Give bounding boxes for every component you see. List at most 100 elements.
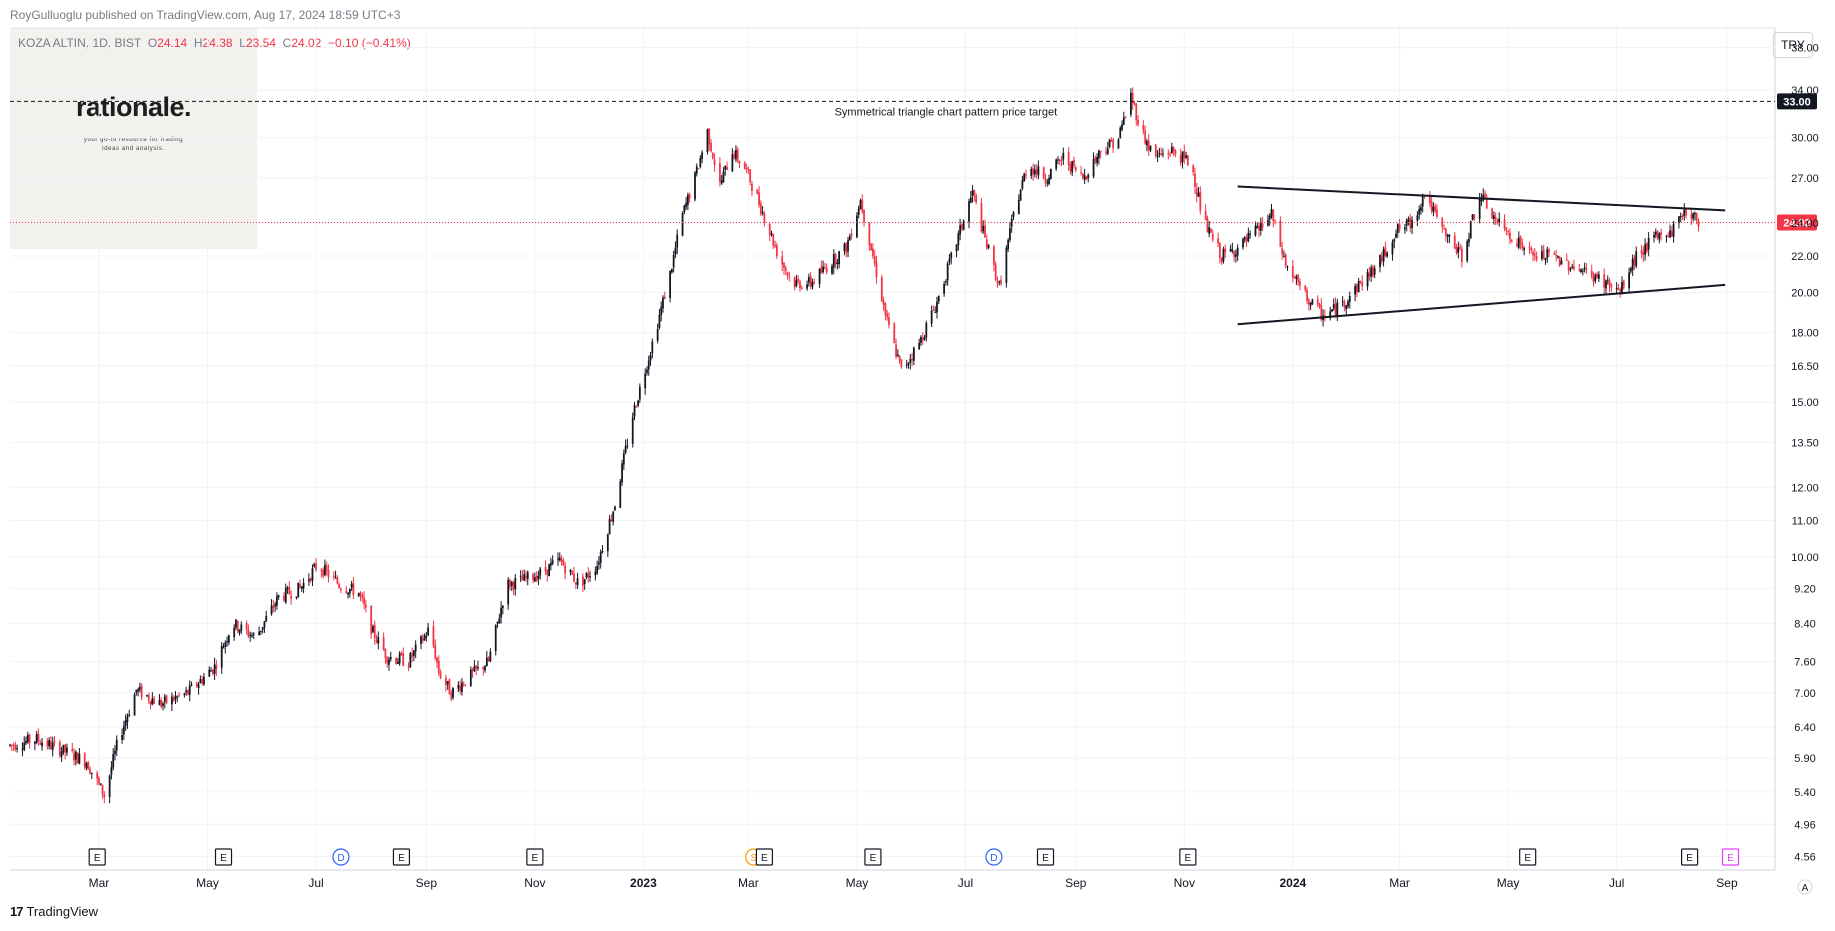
candle-body [1306, 289, 1308, 301]
candle-body [573, 573, 575, 582]
candle-body [41, 742, 43, 747]
candle-body [626, 445, 629, 447]
symbol-legend: KOZA ALTIN, 1D, BIST O24.14 H24.38 L23.5… [18, 36, 411, 50]
candle-body [1007, 239, 1010, 250]
event-marker-earnings [392, 848, 411, 866]
y-tick-label: 4.56 [1794, 851, 1815, 863]
candle-body [14, 745, 17, 750]
x-tick-label: Jul [958, 876, 973, 890]
candle-body [1035, 169, 1038, 174]
candle-body [1046, 182, 1049, 184]
ohlc-open: 24.14 [157, 36, 188, 50]
candle-body [822, 266, 825, 273]
candle-body [606, 534, 609, 552]
candle-body [711, 153, 714, 159]
candle-body [1186, 155, 1189, 166]
candle-body [647, 360, 650, 370]
candle-body [1108, 139, 1111, 147]
x-tick-label: Sep [416, 876, 438, 890]
currency-button[interactable]: TRY [1773, 32, 1813, 58]
candle-body [1578, 269, 1581, 271]
candle-body [201, 679, 204, 684]
y-tick-label: 30.00 [1791, 133, 1819, 145]
candle-body [464, 684, 467, 686]
candle-body [284, 587, 287, 603]
candle-body [436, 657, 438, 663]
candle-body [1286, 266, 1289, 268]
target-price-label: 33.00 [1783, 96, 1811, 108]
candle-body [361, 594, 364, 598]
candle-body [533, 577, 536, 582]
candle-body [546, 569, 549, 576]
candle-body [1297, 275, 1300, 283]
candle-body [1694, 213, 1696, 215]
event-marker-label: E [94, 853, 101, 864]
candle-body [1117, 139, 1120, 149]
candle-body [25, 740, 27, 744]
candle-body [774, 244, 776, 247]
candle-body [834, 253, 837, 265]
candle-body [452, 687, 454, 698]
candle-body [589, 576, 591, 578]
candle-body [1242, 239, 1244, 248]
tradingview-logo-icon: 17 [10, 904, 24, 919]
candle-body [384, 649, 387, 659]
candle-body [984, 225, 986, 238]
candle-body [1656, 230, 1659, 238]
candle-body [663, 296, 666, 300]
event-marker-earnings [526, 848, 544, 866]
tradingview-footer[interactable]: 17 TradingView [10, 904, 98, 919]
candle-body [1096, 156, 1099, 164]
symbol-name[interactable]: KOZA ALTIN, 1D, BIST [18, 36, 142, 50]
candle-body [770, 233, 773, 236]
candle-body [1144, 130, 1147, 144]
candle-body [944, 281, 947, 283]
candle-body [1420, 207, 1422, 211]
candle-body [494, 624, 497, 652]
candle-body [1544, 258, 1547, 261]
candle-body [1455, 246, 1458, 253]
candle-body [856, 215, 858, 238]
candle-body [1094, 157, 1097, 162]
candle-body [1492, 215, 1495, 219]
candle-body [955, 244, 958, 252]
candle-body [277, 595, 280, 597]
candle-body [1460, 248, 1463, 263]
y-tick-label: 18.00 [1791, 328, 1819, 340]
candle-body [103, 794, 106, 798]
candle-body [1272, 209, 1275, 222]
candle-body [160, 699, 163, 707]
candle-body [1348, 295, 1351, 302]
candle-body [1037, 166, 1040, 176]
candle-body [457, 684, 460, 689]
candle-body [1432, 206, 1435, 212]
x-tick-label: 2023 [630, 876, 657, 890]
candle-body [1553, 253, 1556, 255]
x-axis-labels: Mar May Jul Sep Nov 2023 Mar May Jul Sep Nov 2024 Ma… [89, 876, 1738, 890]
candle-body [66, 747, 68, 753]
candle-body [98, 777, 100, 784]
candle-body [112, 754, 115, 768]
event-marker-label: E [220, 853, 227, 864]
candle-body [1484, 193, 1486, 198]
candle-body [1628, 272, 1631, 289]
candle-body [608, 519, 611, 535]
candle-body [599, 551, 602, 563]
candle-body [110, 767, 113, 775]
candle-body [420, 636, 422, 644]
x-tick-label: Nov [524, 876, 545, 890]
candle-body [89, 769, 91, 774]
candle-body [1211, 233, 1214, 240]
candle-body [332, 575, 335, 577]
candle-body [784, 268, 787, 272]
candle-body [270, 605, 273, 615]
candle-body [968, 201, 970, 222]
candle-body [1631, 258, 1634, 270]
candle-body [683, 205, 686, 213]
candle-body [1443, 228, 1445, 230]
candle-body [1058, 159, 1061, 161]
candle-body [1603, 273, 1606, 288]
candle-body [811, 281, 814, 288]
